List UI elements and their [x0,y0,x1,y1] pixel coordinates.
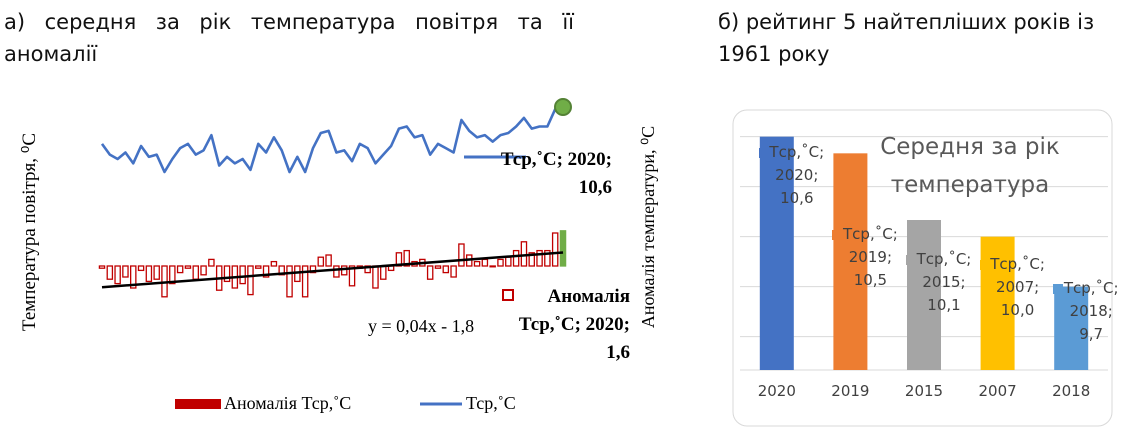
annotation: Аномалія Тср,˚С; 2020; 1,6 [518,286,630,363]
bar [270,260,278,267]
bar [184,265,192,269]
bar [247,265,254,296]
bar [340,265,348,276]
bar [309,265,317,274]
bar [426,265,434,280]
x-tick-label: 2018 [1052,382,1090,400]
bar [434,265,442,269]
chart-title: Середня за рік температура [880,134,1060,198]
label-key [906,255,916,265]
bar [325,254,332,267]
label-key [979,259,990,270]
bar [403,249,410,267]
y2-axis-label: Аномалія температури, ⁰С [638,125,658,329]
bar [442,265,450,274]
header-right: б) рейтинг 5 найтепліших років із 1961 р… [718,10,1095,66]
bar [286,265,293,298]
bar [505,256,512,267]
label-key [1053,283,1064,294]
bar [1054,286,1089,370]
bar [176,265,184,274]
bar [223,265,231,283]
legend-label: Аномалія Тср,˚С [224,393,352,413]
bar [520,241,528,267]
bar [536,249,543,267]
x-tick-label: 2007 [979,382,1017,400]
data-label: Тср,˚С; 2007; 10,0 [990,254,1045,319]
label-key [758,147,769,158]
bar [262,265,270,278]
bar [200,265,207,276]
bar [980,236,1015,370]
bar [145,265,153,283]
highlight-marker [554,98,572,116]
data-label: Тср,˚С; 2020; 10,6 [769,142,825,207]
bar [333,265,340,278]
bar [98,265,106,269]
bar [130,265,137,289]
bar [239,265,246,285]
equation: y = 0,04x - 1,8 [368,316,475,336]
bar [544,249,551,267]
bar [450,265,457,278]
bar [348,265,356,287]
bar [907,220,941,370]
bar [759,136,794,370]
data-label: Тср,˚С; 2015; 10,1 [916,250,972,314]
data-label: Тср,˚С; 2018; 9,7 [1063,278,1119,343]
bar [137,265,145,272]
x-tick-label: 2020 [758,382,796,400]
bar [833,153,868,370]
bar [512,249,520,267]
bar [372,265,379,289]
header-left: а) середня за рік температура повітря та… [4,10,574,66]
bar [317,256,325,267]
bar [559,230,567,267]
bar [122,265,129,278]
annotation: Тср,˚С; 2020; 10,6 [500,149,612,198]
data-label: Тср,˚С; 2019; 10,5 [843,225,898,290]
y-axis-label: Температура повітря, ⁰С [19,132,40,332]
label-key [502,289,514,301]
bar [255,265,262,269]
line [100,105,564,174]
bar [208,258,215,267]
x-tick-label: 2019 [831,382,869,400]
bar [551,232,559,267]
label-key [832,230,843,241]
legend-key [175,399,221,409]
bar [169,265,176,285]
legend-label: Тср,˚С [466,393,516,413]
bar [192,265,200,280]
bar [114,265,121,285]
x-tick-label: 2015 [905,382,943,400]
bar [106,265,114,280]
bar [481,258,489,267]
bar [497,258,504,267]
bar [489,265,496,268]
bar [153,265,160,280]
bar [528,252,535,267]
bar [473,260,481,267]
bar [380,265,387,280]
bar [458,243,465,267]
trend-line [101,251,564,289]
bar [301,265,309,298]
